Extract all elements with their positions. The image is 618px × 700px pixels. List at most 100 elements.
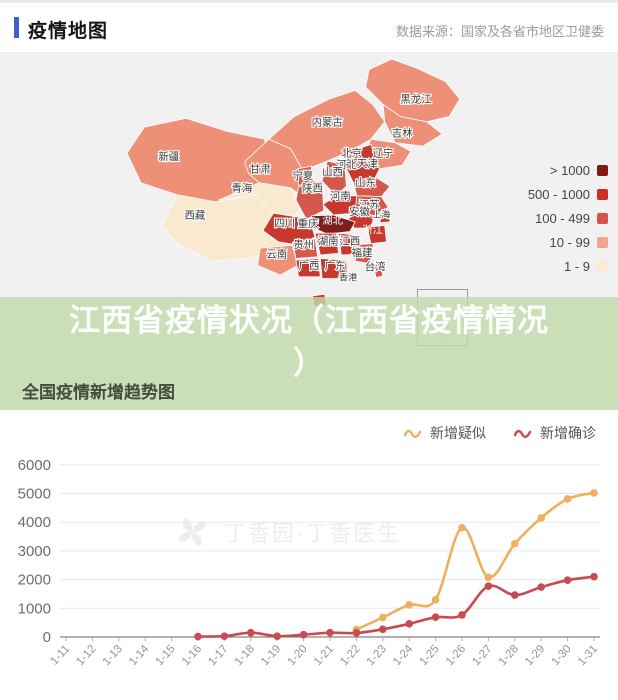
province-neimenggu[interactable] [268,90,386,171]
map-legend-label: 10 - 99 [549,235,590,250]
x-axis-label: 1-19 [259,643,283,668]
y-axis-label: 4000 [18,514,51,531]
data-point-新增疑似[interactable] [484,573,493,582]
y-axis-label: 2000 [18,572,51,589]
x-axis-label: 1-13 [101,643,125,668]
map-legend-swatch [597,261,608,272]
province-jiangsu[interactable] [354,195,389,217]
province-label: 台湾 [365,260,386,273]
province-label: 河南 [330,189,351,202]
article-title-line1: 江西省疫情状况（江西省疫情情况 [69,303,549,338]
province-heilongjiang[interactable] [365,58,461,123]
province-hubei[interactable] [309,214,356,235]
data-point-新增确诊[interactable] [379,625,387,634]
top-divider [0,0,618,3]
province-shandong[interactable] [352,177,391,198]
x-axis-label: 1-16 [180,643,204,668]
data-point-新增确诊[interactable] [326,628,334,637]
province-shaanxi[interactable] [295,180,325,220]
map-legend-label: 1 - 9 [563,259,590,274]
province-label: 甘肃 [250,162,271,175]
data-point-新增确诊[interactable] [537,583,545,591]
map-legend-label: > 1000 [549,163,590,178]
data-point-新增疑似[interactable] [431,595,440,604]
map-legend-row: 500 - 1000 [528,187,608,202]
data-point-新增确诊[interactable] [563,576,572,584]
map-legend-row: 1 - 9 [528,259,608,274]
y-axis-label: 0 [43,629,51,646]
province-label: 河北 [336,159,357,171]
province-hunan[interactable] [314,232,340,256]
province-label: 重庆 [298,217,319,230]
article-title: 江西省疫情状况（江西省疫情情况 ） [0,299,618,385]
data-point-新增确诊[interactable] [590,572,598,581]
chart-legend-item-suspected[interactable]: 新增疑似 [404,423,486,443]
province-zhejiang[interactable] [366,224,387,245]
province-label: 贵州 [293,238,314,251]
province-guangxi[interactable] [295,258,321,278]
data-source-label: 数据来源：国家及各省市地区卫健委 [395,24,604,39]
x-axis-label: 1-28 [497,643,521,668]
province-label: 江西 [339,236,360,248]
y-axis-label: 5000 [18,486,51,503]
province-label: 青海 [232,181,253,194]
data-point-新增疑似[interactable] [511,539,519,548]
data-point-新增疑似[interactable] [537,514,545,522]
data-point-新增确诊[interactable] [431,613,440,621]
y-axis-label: 3000 [18,543,51,560]
data-point-新增确诊[interactable] [405,619,414,628]
province-label: 香港 [339,271,357,282]
trend-chart-title: 全国疫情新增趋势图 [22,383,175,402]
province-jilin[interactable] [382,103,443,147]
province-henan[interactable] [322,195,358,216]
province-shanghai[interactable] [379,213,391,224]
chart-legend-label: 新增确诊 [540,425,596,441]
province-yunnan[interactable] [257,244,299,276]
map-legend-swatch [597,213,608,224]
data-point-新增疑似[interactable] [405,601,414,609]
province-label: 天津 [357,158,378,170]
province-ningxia[interactable] [297,165,313,186]
title-accent-bar [14,17,19,38]
data-point-新增确诊[interactable] [458,611,466,619]
map-legend-label: 100 - 499 [535,211,590,226]
data-point-新增确诊[interactable] [484,582,493,591]
x-axis-label: 1-18 [233,643,257,668]
map-legend-swatch [597,165,608,176]
map-legend-row: 10 - 99 [528,235,608,250]
data-point-新增确诊[interactable] [194,632,202,641]
data-point-新增疑似[interactable] [563,495,572,503]
province-label: 湖南 [318,235,339,248]
data-point-新增确诊[interactable] [352,629,361,637]
data-point-新增疑似[interactable] [379,613,387,622]
data-point-新增疑似[interactable] [590,489,598,497]
series-line-新增确诊 [196,575,596,638]
squiggle-icon [404,429,422,438]
data-point-新增确诊[interactable] [511,591,519,599]
province-label: 山东 [355,176,376,189]
province-shanxi[interactable] [321,160,347,197]
data-point-新增确诊[interactable] [247,628,255,637]
province-guangdong[interactable] [319,258,348,279]
y-axis-label: 6000 [18,457,51,474]
x-axis-label: 1-23 [365,643,389,668]
chart-legend-label: 新增疑似 [430,425,486,441]
province-label: 西藏 [184,209,205,221]
province-label: 浙江 [362,224,383,236]
data-point-新增疑似[interactable] [458,523,466,532]
x-axis-label: 1-30 [550,643,574,668]
x-axis-label: 1-21 [312,643,336,668]
squiggle-icon [514,429,532,438]
watermark-text: 丁香园·丁香医生 [224,521,402,546]
x-axis-label: 1-15 [154,643,178,668]
province-label: 新疆 [158,150,179,163]
data-point-新增确诊[interactable] [273,632,282,640]
data-point-新增确诊[interactable] [220,632,229,640]
chart-legend-item-confirmed[interactable]: 新增确诊 [514,423,596,443]
data-point-新增确诊[interactable] [299,630,308,639]
x-axis-label: 1-29 [523,643,547,668]
province-fujian[interactable] [354,243,374,265]
province-taiwan[interactable] [372,261,384,279]
